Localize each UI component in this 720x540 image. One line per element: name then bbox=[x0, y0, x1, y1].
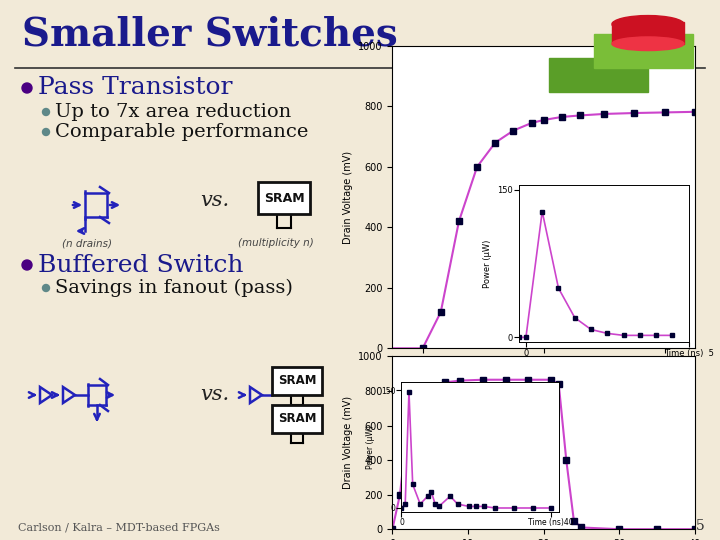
Text: SRAM: SRAM bbox=[278, 413, 316, 426]
Ellipse shape bbox=[612, 16, 684, 33]
Text: Buffered Switch: Buffered Switch bbox=[38, 253, 243, 276]
Text: SRAM: SRAM bbox=[264, 192, 305, 205]
Text: vs.: vs. bbox=[200, 386, 229, 404]
Ellipse shape bbox=[612, 37, 684, 51]
Text: (multiplicity n): (multiplicity n) bbox=[238, 238, 314, 248]
Bar bbox=[612, 22, 684, 44]
Bar bbox=[272, 367, 322, 395]
Circle shape bbox=[42, 129, 50, 136]
Circle shape bbox=[42, 109, 50, 116]
Bar bbox=[549, 58, 648, 92]
Y-axis label: Drain Voltage (mV): Drain Voltage (mV) bbox=[343, 396, 353, 489]
Text: Carlson / Kalra – MDT-based FPGAs: Carlson / Kalra – MDT-based FPGAs bbox=[18, 523, 220, 533]
Text: Comparable performance: Comparable performance bbox=[55, 123, 308, 141]
Y-axis label: Drain Voltage (mV): Drain Voltage (mV) bbox=[343, 151, 353, 244]
Circle shape bbox=[42, 285, 50, 292]
Bar bbox=[272, 405, 322, 433]
Text: Smaller Switches: Smaller Switches bbox=[22, 15, 397, 53]
Text: (n drains): (n drains) bbox=[62, 238, 112, 248]
Text: Up to 7x area reduction: Up to 7x area reduction bbox=[55, 103, 292, 121]
Text: Savings in fanout (pass): Savings in fanout (pass) bbox=[55, 279, 293, 297]
Text: 5: 5 bbox=[696, 519, 705, 533]
Text: SRAM: SRAM bbox=[278, 375, 316, 388]
Circle shape bbox=[22, 260, 32, 270]
Bar bbox=[594, 34, 693, 68]
Bar bbox=[258, 182, 310, 214]
Text: vs.: vs. bbox=[200, 191, 229, 210]
Circle shape bbox=[22, 83, 32, 93]
Text: Pass Transistor: Pass Transistor bbox=[38, 77, 233, 99]
